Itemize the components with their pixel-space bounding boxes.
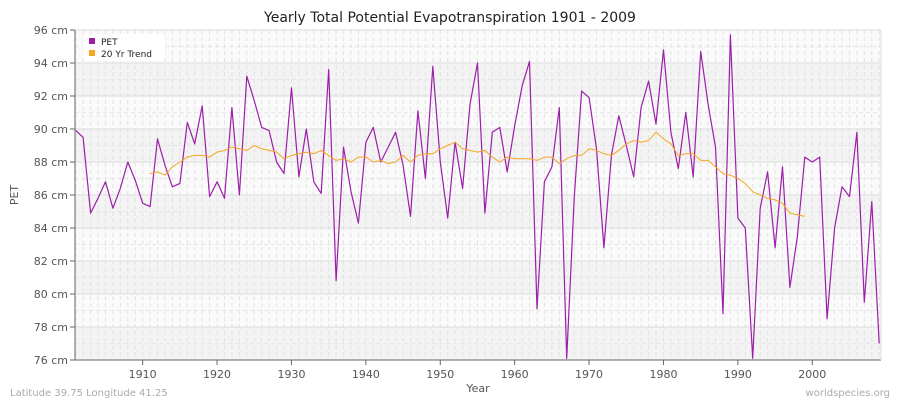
x-tick-label: 1940 (352, 368, 380, 381)
x-tick-label: 1990 (724, 368, 752, 381)
footer-source: worldspecies.org (806, 388, 890, 399)
pet-line (75, 34, 880, 359)
x-tick-label: 1970 (575, 368, 603, 381)
legend-swatch-trend (89, 50, 95, 56)
legend-label-trend: 20 Yr Trend (101, 50, 152, 60)
legend: PET 20 Yr Trend (83, 34, 165, 61)
y-tick-label: 96 cm (34, 24, 68, 37)
y-tick-label: 88 cm (34, 156, 68, 169)
x-tick-label: 2000 (798, 368, 826, 381)
trend-line (149, 131, 805, 217)
y-tick-label: 90 cm (34, 123, 68, 136)
x-tick-label: 1910 (129, 368, 157, 381)
x-tick-label: 1950 (426, 368, 454, 381)
x-tick-label: 1930 (277, 368, 305, 381)
x-axis-label: Year (465, 382, 490, 395)
y-tick-label: 84 cm (34, 222, 68, 235)
x-tick-label: 1920 (203, 368, 231, 381)
footer-location: Latitude 39.75 Longitude 41.25 (10, 388, 168, 399)
y-tick-label: 86 cm (34, 189, 68, 202)
legend-label-pet: PET (101, 38, 118, 48)
y-tick-label: 78 cm (34, 321, 68, 334)
y-tick-label: 82 cm (34, 255, 68, 268)
y-tick-label: 80 cm (34, 288, 68, 301)
x-tick-label: 1980 (649, 368, 677, 381)
chart-title: Yearly Total Potential Evapotranspiratio… (263, 10, 636, 26)
legend-swatch-pet (89, 38, 95, 44)
y-tick-label: 92 cm (34, 90, 68, 103)
y-tick-label: 94 cm (34, 57, 68, 70)
x-tick-label: 1960 (501, 368, 529, 381)
y-tick-label: 76 cm (34, 354, 68, 367)
y-axis-label: PET (8, 185, 21, 206)
